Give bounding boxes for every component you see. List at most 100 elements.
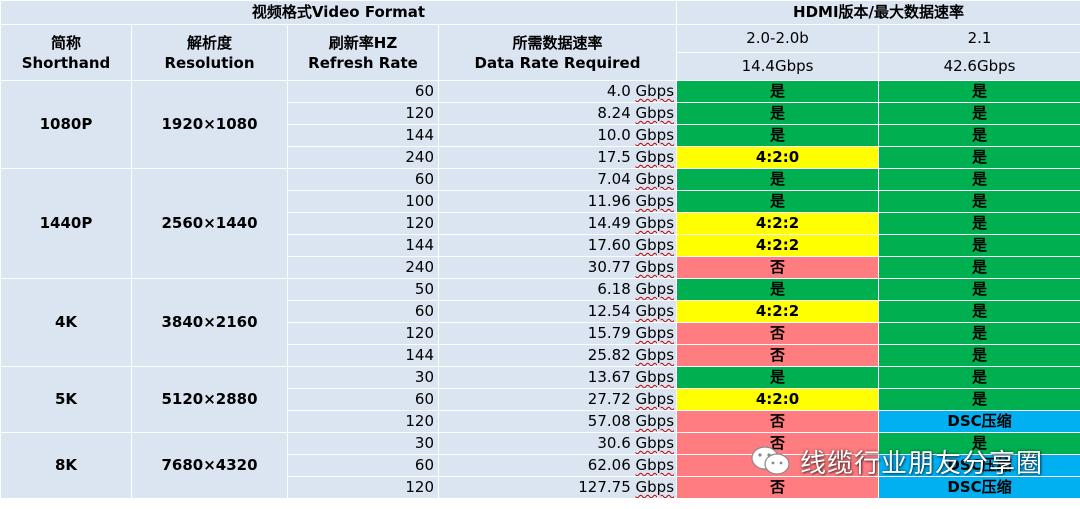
data-rate-cell: 11.96 Gbps bbox=[437, 190, 678, 213]
data-rate-header-cn: 所需数据速率 bbox=[512, 33, 603, 52]
refresh-rate-cell: 100 bbox=[287, 190, 439, 213]
hdmi-21-version: 2.1 bbox=[878, 24, 1080, 53]
data-rate-cell: 30.77 Gbps bbox=[437, 256, 678, 279]
hdmi-20-support-cell: 是 bbox=[676, 124, 880, 147]
hdmi-20-support-cell: 是 bbox=[676, 102, 880, 125]
shorthand-cell: 5K bbox=[0, 366, 132, 433]
hdmi-21-support-cell: DSC压缩 bbox=[878, 454, 1080, 477]
data-rate-unit: Gbps bbox=[635, 82, 675, 100]
hdmi-21-support-cell: 是 bbox=[878, 80, 1080, 103]
data-rate-cell: 62.06 Gbps bbox=[437, 454, 678, 477]
resolution-header-cn: 解析度 bbox=[186, 33, 232, 52]
data-rate-unit: Gbps bbox=[635, 148, 675, 166]
refresh-rate-cell: 60 bbox=[287, 388, 439, 411]
table-row: 60 27.72 Gbps 4:2:0 是 bbox=[1, 388, 1080, 411]
data-rate-cell: 10.0 Gbps bbox=[437, 124, 678, 147]
table-row: 1440P 2560×1440 60 7.04 Gbps 是是 bbox=[0, 168, 1080, 279]
shorthand-cell: 1080P bbox=[0, 80, 132, 169]
refresh-rate-cell: 144 bbox=[287, 234, 439, 257]
data-rate-header-en: Data Rate Required bbox=[474, 53, 641, 72]
resolution-cell: 5120×2880 bbox=[131, 366, 288, 433]
hdmi-21-support-cell: 是 bbox=[878, 102, 1080, 125]
table-row: 144 17.60 Gbps 4:2:2 是 bbox=[1, 234, 1080, 257]
table-row: 120 15.79 Gbps 否是 bbox=[1, 322, 1080, 345]
data-rate-cell: 12.54 Gbps bbox=[437, 300, 678, 323]
refresh-rate-cell: 120 bbox=[287, 410, 439, 433]
data-rate-cell: 13.67 Gbps bbox=[437, 366, 678, 389]
hdmi-20-version: 2.0-2.0b bbox=[676, 24, 880, 53]
resolution-cell: 2560×1440 bbox=[131, 168, 288, 279]
data-rate-value: 13.67 bbox=[587, 368, 631, 386]
refresh-rate-cell: 120 bbox=[287, 476, 439, 499]
refresh-rate-cell: 120 bbox=[287, 322, 439, 345]
data-rate-value: 6.18 bbox=[597, 280, 631, 298]
data-rate-unit: Gbps bbox=[635, 302, 675, 320]
table-row: 1080P 1920×1080 60 4.0 Gbps 是是 bbox=[0, 80, 1080, 169]
data-rate-value: 27.72 bbox=[587, 390, 631, 408]
hdmi-20-support-cell: 4:2:2 bbox=[676, 300, 880, 323]
refresh-rate-header: 刷新率HZ Refresh Rate bbox=[287, 24, 439, 81]
refresh-rate-cell: 120 bbox=[287, 212, 439, 235]
table-row: 120 8.24 Gbps 是是 bbox=[1, 102, 1080, 125]
hdmi-20-support-cell: 4:2:2 bbox=[676, 212, 880, 235]
refresh-rate-cell: 240 bbox=[287, 256, 439, 279]
shorthand-header: 简称 Shorthand bbox=[0, 24, 132, 81]
table-row: 144 10.0 Gbps 是是 bbox=[1, 124, 1080, 147]
data-rate-unit: Gbps bbox=[635, 126, 675, 144]
data-rate-unit: Gbps bbox=[635, 258, 675, 276]
hdmi-21-support-cell: 是 bbox=[878, 234, 1080, 257]
shorthand-cell: 8K bbox=[0, 432, 132, 499]
table-row: 240 17.5 Gbps 4:2:0 是 bbox=[1, 146, 1080, 169]
data-rate-unit: Gbps bbox=[635, 456, 675, 474]
hdmi-21-support-cell: 是 bbox=[878, 168, 1080, 191]
hdmi-21-support-cell: DSC压缩 bbox=[878, 410, 1080, 433]
hdmi-20-support-cell: 否 bbox=[676, 344, 880, 367]
data-rate-unit: Gbps bbox=[635, 368, 675, 386]
table-body: 1080P 1920×1080 60 4.0 Gbps 是是 120 8.24 Gbps 是是… bbox=[0, 80, 1080, 499]
hdmi-21-support-cell: 是 bbox=[878, 432, 1080, 455]
hdmi-20-support-cell: 4:2:0 bbox=[676, 146, 880, 169]
refresh-rate-cell: 60 bbox=[287, 168, 439, 191]
refresh-rate-cell: 50 bbox=[287, 278, 439, 301]
data-rate-cell: 127.75 Gbps bbox=[437, 476, 678, 499]
data-rate-cell: 27.72 Gbps bbox=[437, 388, 678, 411]
data-rate-unit: Gbps bbox=[635, 236, 675, 254]
hdmi-20-support-cell: 否 bbox=[676, 322, 880, 345]
hdmi-20-support-cell: 否 bbox=[676, 454, 880, 477]
resolution-cell: 3840×2160 bbox=[131, 278, 288, 367]
shorthand-header-en: Shorthand bbox=[21, 53, 111, 72]
data-rate-header: 所需数据速率 Data Rate Required bbox=[437, 24, 678, 81]
refresh-rate-cell: 30 bbox=[287, 366, 439, 389]
refresh-rate-header-en: Refresh Rate bbox=[308, 53, 418, 72]
refresh-rate-cell: 240 bbox=[287, 146, 439, 169]
hdmi-20-support-cell: 4:2:2 bbox=[676, 234, 880, 257]
data-rate-value: 30.77 bbox=[587, 258, 631, 276]
refresh-rate-cell: 60 bbox=[287, 454, 439, 477]
data-rate-cell: 4.0 Gbps bbox=[437, 80, 678, 103]
hdmi-20-support-cell: 否 bbox=[676, 476, 880, 499]
data-rate-cell: 30.6 Gbps bbox=[437, 432, 678, 455]
shorthand-cell: 1440P bbox=[0, 168, 132, 279]
data-rate-value: 62.06 bbox=[587, 456, 631, 474]
data-rate-value: 17.5 bbox=[597, 148, 631, 166]
data-rate-unit: Gbps bbox=[635, 390, 675, 408]
resolution-cell: 1920×1080 bbox=[131, 80, 288, 169]
hdmi-20-support-cell: 是 bbox=[676, 190, 880, 213]
refresh-rate-cell: 60 bbox=[287, 80, 439, 103]
data-rate-cell: 17.60 Gbps bbox=[437, 234, 678, 257]
hdmi-21-support-cell: 是 bbox=[878, 256, 1080, 279]
hdmi-21-support-cell: 是 bbox=[878, 300, 1080, 323]
data-rate-cell: 6.18 Gbps bbox=[437, 278, 678, 301]
hdmi-20-support-cell: 是 bbox=[676, 366, 880, 389]
hdmi-20-support-cell: 否 bbox=[676, 256, 880, 279]
data-rate-unit: Gbps bbox=[635, 214, 675, 232]
data-rate-cell: 15.79 Gbps bbox=[437, 322, 678, 345]
data-rate-value: 57.08 bbox=[587, 412, 631, 430]
data-rate-cell: 8.24 Gbps bbox=[437, 102, 678, 125]
table-row: 8K 7680×4320 30 30.6 Gbps 否是 bbox=[0, 432, 1080, 499]
shorthand-header-cn: 简称 bbox=[50, 33, 81, 52]
data-rate-unit: Gbps bbox=[635, 346, 675, 364]
data-rate-value: 10.0 bbox=[597, 126, 631, 144]
refresh-rate-cell: 144 bbox=[287, 124, 439, 147]
resolution-header-en: Resolution bbox=[164, 53, 255, 72]
